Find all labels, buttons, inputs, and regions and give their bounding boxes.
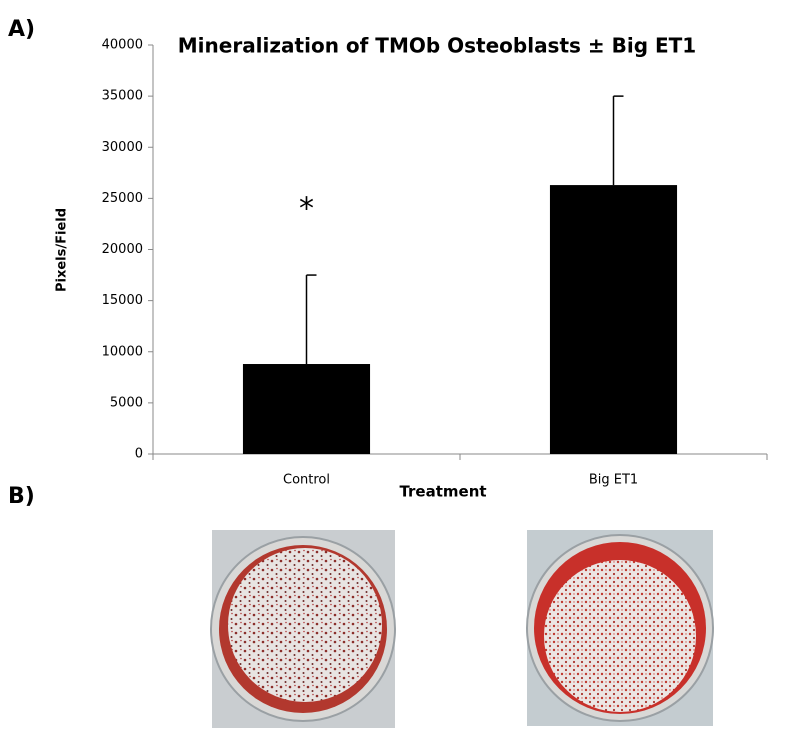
bar xyxy=(242,364,371,454)
y-tick-label: 15000 xyxy=(102,293,143,308)
y-axis-label: Pixels/Field xyxy=(55,208,70,292)
x-tick-label: Control xyxy=(283,473,330,488)
x-axis-label: Treatment xyxy=(399,483,486,501)
chart-title: Mineralization of TMOb Osteoblasts ± Big… xyxy=(178,34,696,58)
photo-control xyxy=(210,530,396,728)
panel-label: B) xyxy=(8,484,35,509)
y-tick-label: 30000 xyxy=(102,140,143,155)
bar xyxy=(549,185,678,454)
y-tick-label: 5000 xyxy=(110,395,143,410)
panel-label: A) xyxy=(8,17,35,42)
y-tick-label: 40000 xyxy=(102,38,143,53)
y-tick-label: 25000 xyxy=(102,191,143,206)
photo-big-et1 xyxy=(526,530,714,726)
y-tick-label: 0 xyxy=(135,447,143,462)
x-tick-label: Big ET1 xyxy=(589,473,638,488)
y-tick-label: 35000 xyxy=(102,89,143,104)
y-tick-label: 20000 xyxy=(102,242,143,257)
y-tick-label: 10000 xyxy=(102,344,143,359)
annotation: * xyxy=(299,192,314,227)
